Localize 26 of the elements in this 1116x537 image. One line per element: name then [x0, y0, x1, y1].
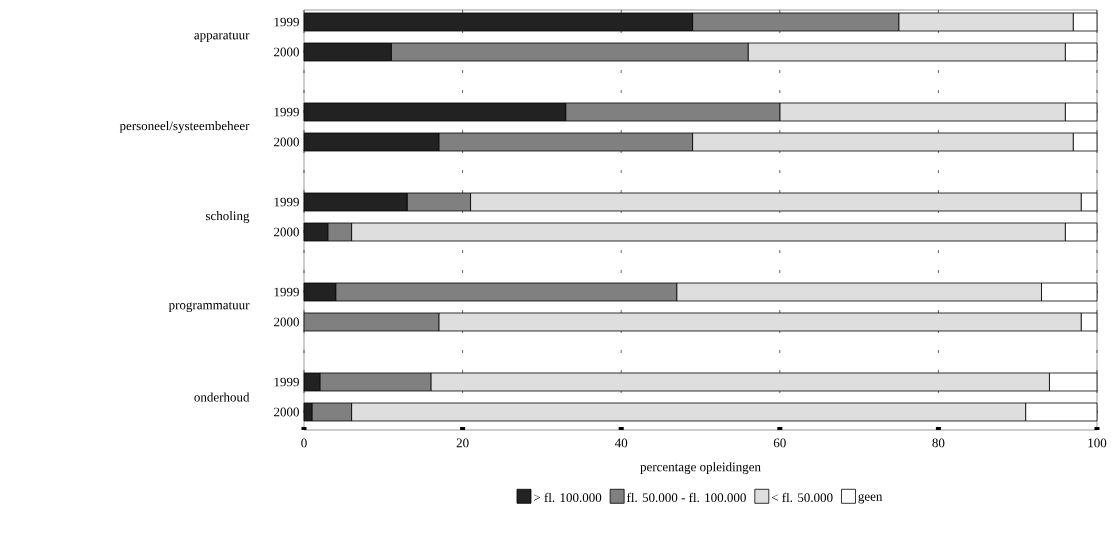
y-tick-label: 1999 — [274, 287, 299, 297]
y-tick-label: 1999 — [274, 377, 299, 387]
legend-label: < fl. 50.000 — [771, 492, 833, 503]
legend-label: > fl. 100.000 — [534, 492, 602, 503]
text: personeel/systeembeheer — [119, 121, 250, 133]
x-tick-label: 100 — [1088, 438, 1107, 448]
text: programmatuur — [168, 301, 250, 313]
x-tick-label: 60 — [773, 438, 786, 448]
y-tick-label: 2000 — [274, 317, 299, 327]
y-tick-label: 2000 — [274, 227, 299, 237]
legend-label: geen — [858, 493, 883, 504]
x-tick-label: 0 — [301, 438, 307, 448]
y-tick-label: 1999 — [274, 107, 299, 117]
y-tick-label: 2000 — [274, 407, 299, 417]
x-tick-label: 20 — [456, 438, 469, 448]
text: scholing — [205, 211, 250, 223]
y-tick-label: 2000 — [274, 137, 299, 147]
x-axis-title: percentage opleidingen — [640, 462, 761, 474]
text: apparatuur — [194, 31, 250, 43]
x-tick-label: 80 — [932, 438, 945, 448]
y-tick-label: 2000 — [274, 47, 299, 57]
y-tick-label: 1999 — [274, 197, 299, 207]
text: onderhoud — [194, 392, 250, 402]
y-tick-label: 1999 — [274, 17, 299, 27]
x-tick-label: 40 — [614, 438, 628, 448]
legend-label: fl. 50.000 - fl. 100.000 — [626, 492, 746, 503]
